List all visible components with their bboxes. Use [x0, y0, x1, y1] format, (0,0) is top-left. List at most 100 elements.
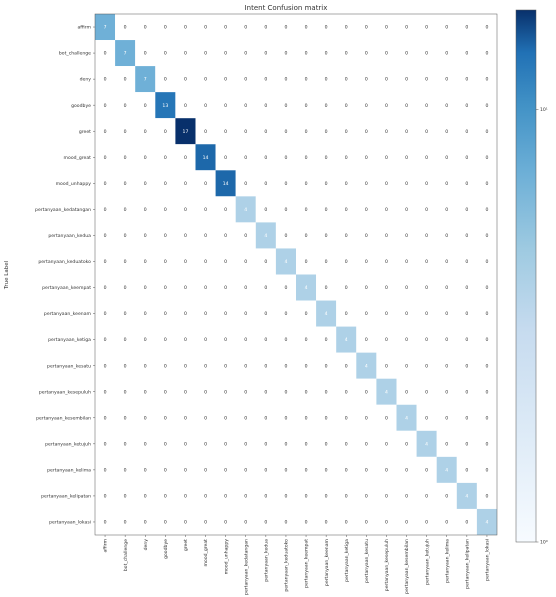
matrix-cell: [115, 14, 136, 41]
matrix-cell: [95, 430, 116, 457]
matrix-cell: [255, 92, 276, 119]
x-tick-label: pertanyaan_kesatu: [364, 539, 370, 583]
cell-value-label: 0: [345, 415, 348, 421]
cell-value-label: 0: [204, 520, 207, 526]
cell-value-label: 0: [224, 337, 227, 343]
matrix-cells: 7 0 0 0 0 0 0 0 0 0 0 0 0 0 0 0 0 0 0 0 0 7 0 0 0 0 0 0 0 0 0 0 0 0 0 0 0 0 0 0…: [95, 14, 497, 535]
cell-value-label: 0: [425, 259, 428, 265]
matrix-cell: [255, 300, 276, 327]
cell-value-label: 0: [325, 181, 328, 187]
cell-value-label: 0: [485, 77, 488, 83]
matrix-cell: [275, 222, 296, 249]
cell-value-label: 0: [445, 337, 448, 343]
cell-value-label: 0: [385, 25, 388, 31]
matrix-cell: [195, 66, 216, 93]
cell-value-label: 0: [184, 25, 187, 31]
matrix-cell: [135, 300, 156, 327]
matrix-cell: [476, 274, 497, 301]
cell-value-label: 0: [264, 155, 267, 161]
cell-value-label: 0: [445, 520, 448, 526]
matrix-cell: [336, 92, 357, 119]
matrix-cell: [436, 248, 457, 275]
matrix-cell: [356, 222, 377, 249]
matrix-cell: [376, 352, 397, 379]
matrix-cell: [336, 118, 357, 145]
cell-value-label: 0: [224, 285, 227, 291]
matrix-cell: [476, 430, 497, 457]
matrix-cell: [155, 378, 176, 405]
matrix-cell: [155, 326, 176, 353]
cell-value-label: 0: [164, 311, 167, 317]
cell-value-label: 0: [385, 494, 388, 500]
matrix-cell: [135, 222, 156, 249]
cell-value-label: 0: [104, 520, 107, 526]
cell-value-label: 0: [345, 259, 348, 265]
matrix-cell: [215, 482, 236, 509]
matrix-cell: [275, 300, 296, 327]
cell-value-label: 0: [164, 415, 167, 421]
matrix-cell: [296, 40, 317, 67]
matrix-cell: [316, 482, 337, 509]
cell-value-label: 0: [405, 441, 408, 447]
matrix-cell: [476, 222, 497, 249]
matrix-cell: [436, 430, 457, 457]
matrix-cell: [416, 66, 437, 93]
matrix-cell: [436, 196, 457, 223]
matrix-cell: [376, 378, 397, 405]
cell-value-label: 0: [405, 311, 408, 317]
x-tick-label: mood_unhappy: [223, 539, 229, 575]
cell-value-label: 0: [325, 389, 328, 395]
cell-value-label: 0: [405, 77, 408, 83]
cell-value-label: 4: [465, 494, 468, 500]
matrix-cell: [235, 300, 256, 327]
matrix-cell: [336, 274, 357, 301]
matrix-cell: [296, 170, 317, 197]
matrix-cell: [436, 66, 457, 93]
cell-value-label: 0: [184, 441, 187, 447]
matrix-cell: [235, 430, 256, 457]
matrix-cell: [416, 430, 437, 457]
matrix-cell: [155, 170, 176, 197]
matrix-cell: [175, 300, 196, 327]
cell-value-label: 0: [164, 285, 167, 291]
x-tick-label: pertanyaan_ketiga: [344, 539, 350, 582]
matrix-cell: [316, 118, 337, 145]
cell-value-label: 0: [124, 494, 127, 500]
cell-value-label: 0: [345, 129, 348, 135]
matrix-cell: [155, 508, 176, 535]
y-tick-label: deny: [80, 77, 92, 83]
matrix-cell: [235, 40, 256, 67]
plot-frame: [94, 13, 498, 536]
matrix-cell: [416, 14, 437, 41]
matrix-cell: [416, 482, 437, 509]
matrix-cell: [356, 404, 377, 431]
cell-value-label: 7: [104, 25, 107, 31]
matrix-cell: [476, 404, 497, 431]
cell-value-label: 0: [305, 129, 308, 135]
cell-value-label: 0: [264, 25, 267, 31]
matrix-cell: [296, 352, 317, 379]
cell-value-label: 0: [345, 77, 348, 83]
cell-value-label: 0: [425, 337, 428, 343]
cell-value-label: 0: [425, 311, 428, 317]
y-axis-label: True Label: [4, 260, 10, 290]
matrix-cell: [215, 404, 236, 431]
matrix-cell: [316, 326, 337, 353]
cell-value-label: 0: [264, 520, 267, 526]
matrix-cell: [255, 352, 276, 379]
cell-value-label: 0: [164, 520, 167, 526]
cell-value-label: 0: [345, 181, 348, 187]
matrix-cell: [456, 482, 477, 509]
cell-value-label: 0: [485, 129, 488, 135]
cell-value-label: 0: [244, 441, 247, 447]
cell-value-label: 0: [124, 77, 127, 83]
matrix-cell: [195, 92, 216, 119]
cell-value-label: 0: [305, 441, 308, 447]
matrix-cell: [476, 508, 497, 535]
matrix-cell: [235, 196, 256, 223]
matrix-cell: [195, 326, 216, 353]
cell-value-label: 0: [425, 181, 428, 187]
cell-value-label: 0: [385, 51, 388, 57]
cell-value-label: 0: [284, 441, 287, 447]
matrix-cell: [296, 196, 317, 223]
